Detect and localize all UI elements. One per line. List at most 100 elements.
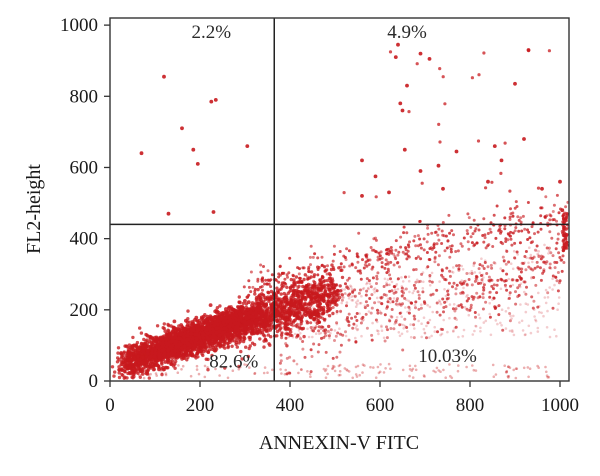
data-point bbox=[444, 234, 448, 238]
data-point bbox=[401, 293, 405, 297]
data-point bbox=[482, 283, 486, 287]
data-point bbox=[203, 318, 208, 323]
data-point bbox=[437, 238, 441, 242]
data-point bbox=[557, 251, 561, 255]
data-point bbox=[377, 332, 380, 336]
data-point bbox=[139, 331, 144, 335]
data-point bbox=[416, 290, 420, 294]
data-point bbox=[312, 275, 316, 279]
data-point bbox=[308, 306, 312, 311]
data-point bbox=[412, 239, 416, 243]
data-point bbox=[483, 236, 487, 240]
data-point bbox=[400, 332, 404, 336]
data-point bbox=[249, 309, 253, 313]
data-point bbox=[246, 354, 250, 359]
data-point bbox=[394, 302, 398, 306]
data-point bbox=[508, 293, 511, 297]
data-point bbox=[400, 285, 404, 288]
data-point bbox=[240, 328, 245, 332]
data-point bbox=[374, 318, 378, 322]
data-point bbox=[279, 292, 283, 296]
data-point bbox=[483, 233, 487, 237]
data-point bbox=[129, 352, 133, 356]
data-point bbox=[369, 246, 373, 249]
data-point bbox=[465, 307, 469, 311]
data-point bbox=[421, 271, 425, 274]
data-point bbox=[490, 278, 494, 282]
data-point bbox=[303, 295, 306, 299]
data-point bbox=[420, 272, 424, 276]
data-point bbox=[400, 294, 404, 298]
data-point bbox=[160, 372, 164, 377]
data-point bbox=[133, 348, 137, 353]
data-point bbox=[164, 336, 169, 341]
data-point bbox=[308, 313, 312, 316]
data-point bbox=[521, 329, 525, 332]
data-point bbox=[162, 322, 166, 326]
data-point bbox=[436, 233, 440, 237]
data-point bbox=[190, 323, 195, 328]
data-point bbox=[507, 297, 510, 301]
data-point bbox=[448, 316, 451, 320]
data-point bbox=[537, 253, 540, 257]
data-point bbox=[322, 300, 326, 304]
data-point bbox=[428, 279, 432, 283]
data-point bbox=[416, 255, 420, 259]
data-point bbox=[289, 327, 293, 331]
data-point bbox=[371, 321, 374, 325]
data-point bbox=[137, 350, 142, 355]
data-point bbox=[504, 262, 508, 266]
data-point bbox=[367, 263, 371, 267]
data-point bbox=[275, 279, 279, 283]
data-point bbox=[536, 265, 540, 269]
data-point bbox=[209, 342, 214, 346]
data-point bbox=[144, 364, 148, 368]
data-point bbox=[440, 242, 444, 245]
data-point bbox=[364, 293, 368, 297]
data-point bbox=[423, 331, 427, 335]
data-point bbox=[258, 337, 262, 341]
data-point bbox=[329, 306, 333, 311]
data-point bbox=[300, 302, 303, 305]
data-point bbox=[312, 297, 316, 302]
data-point bbox=[537, 291, 540, 295]
data-point bbox=[308, 301, 312, 305]
data-point bbox=[374, 238, 378, 242]
data-point bbox=[295, 297, 299, 300]
data-point bbox=[243, 336, 247, 341]
data-point bbox=[388, 319, 392, 323]
data-point bbox=[324, 350, 328, 354]
data-point bbox=[335, 355, 339, 359]
data-point bbox=[317, 318, 321, 322]
data-point bbox=[358, 269, 362, 273]
data-point bbox=[451, 285, 454, 289]
data-point bbox=[393, 322, 397, 326]
data-point bbox=[325, 272, 329, 276]
data-point bbox=[322, 329, 326, 333]
data-point bbox=[276, 313, 280, 317]
data-point bbox=[312, 279, 316, 283]
data-point bbox=[205, 322, 210, 327]
data-point bbox=[210, 353, 214, 358]
data-point bbox=[412, 283, 416, 287]
data-point bbox=[482, 321, 486, 324]
data-point bbox=[399, 311, 403, 314]
data-point bbox=[473, 243, 477, 247]
data-point bbox=[287, 335, 291, 339]
data-point bbox=[346, 319, 350, 323]
data-point bbox=[286, 301, 290, 305]
data-point bbox=[246, 320, 250, 325]
data-point bbox=[390, 251, 394, 255]
data-point bbox=[248, 337, 252, 342]
data-point bbox=[325, 309, 329, 313]
data-point bbox=[439, 302, 443, 306]
data-point bbox=[548, 335, 552, 339]
data-point bbox=[479, 326, 482, 330]
data-point bbox=[412, 268, 416, 272]
data-point bbox=[525, 285, 528, 289]
data-point bbox=[557, 281, 561, 285]
data-point bbox=[354, 305, 358, 309]
data-point bbox=[536, 326, 540, 330]
data-point bbox=[280, 316, 285, 321]
